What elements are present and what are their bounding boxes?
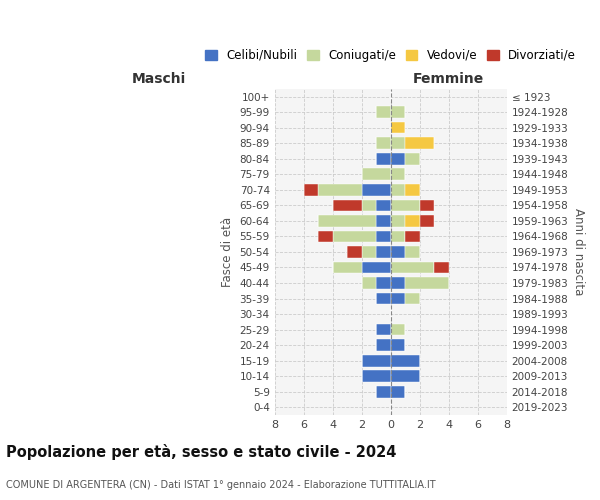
Bar: [362, 370, 391, 382]
Bar: [391, 370, 419, 382]
Text: Popolazione per età, sesso e stato civile - 2024: Popolazione per età, sesso e stato civil…: [6, 444, 397, 460]
Bar: [376, 293, 391, 304]
Bar: [391, 262, 434, 274]
Bar: [405, 184, 419, 196]
Bar: [391, 184, 405, 196]
Bar: [391, 138, 405, 149]
Bar: [434, 262, 449, 274]
Bar: [332, 230, 376, 242]
Bar: [376, 153, 391, 164]
Bar: [376, 324, 391, 336]
Bar: [391, 122, 405, 134]
Bar: [376, 106, 391, 118]
Text: COMUNE DI ARGENTERA (CN) - Dati ISTAT 1° gennaio 2024 - Elaborazione TUTTITALIA.: COMUNE DI ARGENTERA (CN) - Dati ISTAT 1°…: [6, 480, 436, 490]
Bar: [362, 277, 376, 289]
Bar: [405, 230, 419, 242]
Y-axis label: Anni di nascita: Anni di nascita: [572, 208, 585, 296]
Bar: [318, 184, 362, 196]
Legend: Celibi/Nubili, Coniugati/e, Vedovi/e, Divorziati/e: Celibi/Nubili, Coniugati/e, Vedovi/e, Di…: [200, 44, 581, 66]
Y-axis label: Fasce di età: Fasce di età: [221, 217, 234, 287]
Bar: [362, 246, 376, 258]
Bar: [391, 355, 419, 366]
Bar: [362, 200, 376, 211]
Bar: [391, 215, 405, 226]
Bar: [362, 184, 391, 196]
Bar: [376, 246, 391, 258]
Bar: [419, 200, 434, 211]
Bar: [405, 153, 419, 164]
Bar: [391, 386, 405, 398]
Bar: [405, 293, 419, 304]
Bar: [362, 355, 391, 366]
Bar: [391, 230, 405, 242]
Bar: [391, 293, 405, 304]
Bar: [391, 246, 405, 258]
Bar: [376, 340, 391, 351]
Bar: [391, 200, 419, 211]
Bar: [405, 246, 419, 258]
Bar: [405, 215, 419, 226]
Bar: [347, 246, 362, 258]
Text: Femmine: Femmine: [413, 72, 484, 86]
Bar: [405, 138, 434, 149]
Bar: [318, 230, 332, 242]
Bar: [332, 200, 362, 211]
Bar: [391, 340, 405, 351]
Bar: [391, 277, 405, 289]
Bar: [391, 153, 405, 164]
Bar: [304, 184, 318, 196]
Bar: [391, 168, 405, 180]
Bar: [376, 200, 391, 211]
Text: Maschi: Maschi: [131, 72, 186, 86]
Bar: [419, 215, 434, 226]
Bar: [318, 215, 376, 226]
Bar: [405, 277, 449, 289]
Bar: [376, 230, 391, 242]
Bar: [376, 277, 391, 289]
Bar: [362, 168, 391, 180]
Bar: [376, 138, 391, 149]
Bar: [376, 215, 391, 226]
Bar: [376, 386, 391, 398]
Bar: [362, 262, 391, 274]
Bar: [332, 262, 362, 274]
Bar: [391, 324, 405, 336]
Bar: [391, 106, 405, 118]
